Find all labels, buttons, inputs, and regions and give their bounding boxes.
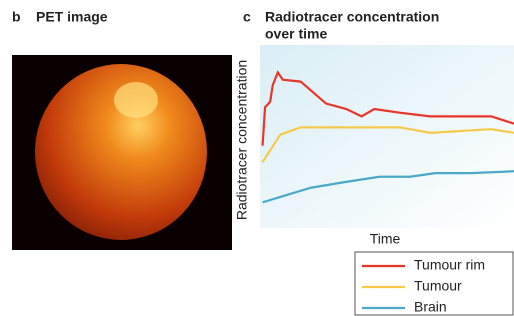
pet-hotspot xyxy=(114,82,158,118)
panel-label: c xyxy=(243,9,251,25)
legend-label: Tumour xyxy=(414,278,462,294)
chart-title: over time xyxy=(265,26,327,42)
y-axis-label: Radiotracer concentration xyxy=(234,60,250,220)
page: {"panel_b": {"label": "b", "title": "PET… xyxy=(0,0,514,316)
legend-label: Tumour rim xyxy=(414,257,485,273)
x-axis-label: Time xyxy=(370,231,401,247)
figure: b PET image c Radiotracer concentration … xyxy=(0,0,514,316)
plot-area xyxy=(260,45,514,228)
chart-title: Radiotracer concentration xyxy=(265,9,439,25)
panel-label: b xyxy=(12,9,21,25)
legend-label: Brain xyxy=(414,299,447,315)
panel-title: PET image xyxy=(36,9,108,25)
